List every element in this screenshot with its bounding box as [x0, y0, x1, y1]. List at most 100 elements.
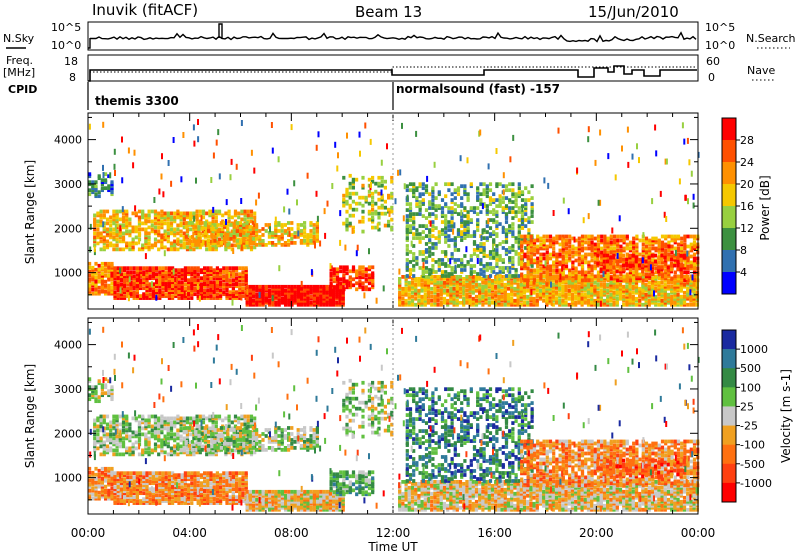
power-cell	[487, 296, 491, 301]
power-cell	[151, 286, 155, 291]
power-cell	[116, 288, 120, 293]
power-cell	[225, 268, 229, 273]
power-cell	[570, 288, 575, 293]
power-cell	[205, 211, 209, 216]
power-cell	[104, 261, 108, 266]
power-cell	[692, 202, 695, 209]
power-cell	[552, 242, 556, 247]
power-cell	[548, 252, 553, 257]
power-cell	[196, 280, 200, 285]
power-cell	[673, 300, 677, 305]
power-cell	[150, 243, 154, 248]
power-cell	[596, 263, 600, 268]
power-cell	[412, 182, 416, 187]
power-cell	[238, 276, 242, 281]
power-cell	[660, 292, 664, 297]
power-cell	[517, 252, 521, 256]
power-cell	[453, 242, 457, 246]
power-cell	[214, 209, 218, 214]
power-cell	[520, 256, 524, 261]
power-cell	[683, 236, 687, 241]
power-cell	[339, 285, 343, 290]
power-cell	[472, 230, 477, 234]
power-cell	[561, 260, 565, 265]
power-cell	[244, 272, 248, 277]
power-cell	[196, 266, 200, 271]
power-cell	[412, 212, 416, 216]
power-cell	[192, 227, 196, 232]
power-cell	[568, 250, 572, 255]
power-cell	[238, 274, 242, 279]
power-cell	[241, 294, 245, 298]
power-cell	[329, 267, 333, 272]
power-cell	[657, 267, 661, 272]
power-cell	[670, 236, 674, 241]
power-cell	[296, 302, 300, 307]
power-cell	[235, 282, 239, 287]
power-cell	[171, 284, 175, 289]
power-cell	[436, 275, 440, 279]
power-cell	[433, 296, 437, 301]
power-cell	[316, 296, 320, 301]
power-cell	[686, 244, 690, 249]
power-cell	[113, 268, 117, 273]
power-cell	[447, 274, 451, 278]
power-cell	[210, 235, 214, 239]
power-cell	[641, 263, 645, 268]
power-cell	[485, 186, 489, 191]
power-cell	[91, 275, 95, 280]
power-cell	[609, 302, 613, 307]
power-cell	[97, 194, 101, 199]
power-cell	[596, 300, 600, 305]
power-cell	[252, 294, 256, 299]
power-cell	[404, 302, 408, 307]
power-cell	[167, 292, 171, 297]
power-cell	[206, 290, 210, 295]
power-cell	[555, 260, 559, 265]
power-cell	[94, 267, 98, 272]
power-cell	[274, 221, 278, 225]
power-cell	[602, 253, 606, 258]
power-cell	[621, 253, 626, 258]
power-cell	[612, 240, 617, 245]
power-cell	[219, 272, 223, 277]
power-cell	[583, 275, 587, 279]
power-cell	[174, 276, 178, 281]
power-cell	[235, 266, 239, 271]
power-cell	[179, 245, 183, 250]
power-cell	[616, 278, 620, 283]
power-cell	[536, 256, 540, 261]
power-cell	[287, 221, 291, 225]
power-cell	[641, 254, 645, 259]
power-cell	[596, 292, 600, 297]
power-cell	[490, 288, 495, 293]
power-cell	[245, 294, 249, 299]
power-cell	[141, 209, 145, 214]
power-cell	[351, 199, 355, 204]
power-cell	[472, 234, 477, 238]
power-cell	[248, 292, 252, 297]
power-cell	[619, 278, 623, 283]
power-cell	[255, 199, 258, 206]
power-cell	[663, 296, 667, 301]
power-cell	[683, 270, 687, 275]
power-cell	[689, 282, 693, 287]
power-cell	[332, 277, 336, 282]
power-cell	[641, 265, 645, 270]
power-cell	[628, 257, 632, 262]
power-cell	[211, 219, 215, 224]
power-cell	[126, 272, 130, 277]
power-cell	[398, 282, 402, 287]
power-cell	[580, 254, 585, 259]
power-cell	[153, 215, 158, 220]
power-cell	[271, 288, 275, 293]
power-cell	[161, 280, 165, 285]
power-cell	[520, 214, 525, 218]
power-cell	[206, 294, 210, 298]
power-cell	[112, 221, 116, 226]
power-cell	[494, 300, 498, 305]
power-cell	[587, 213, 590, 220]
power-cell	[664, 244, 668, 249]
power-cell	[193, 215, 196, 222]
power-cell	[151, 268, 155, 273]
